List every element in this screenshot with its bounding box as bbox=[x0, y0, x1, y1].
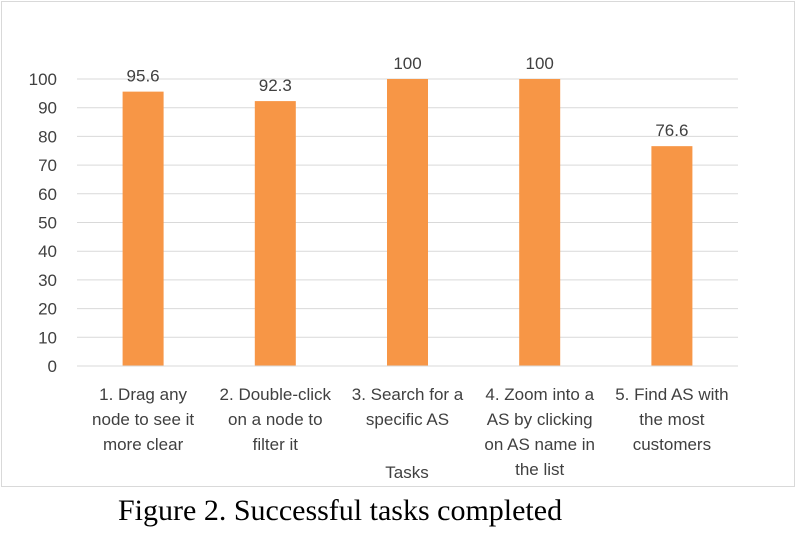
figure-caption: Figure 2. Successful tasks completed bbox=[118, 494, 563, 527]
x-tick-label: 1. Drag any node to see it more clear bbox=[92, 385, 194, 454]
y-tick-label: 0 bbox=[48, 357, 57, 376]
bar bbox=[651, 146, 693, 366]
x-tick-label: 3. Search for a specific AS bbox=[352, 385, 464, 429]
bar-chart: 0 10 20 30 40 50 60 70 80 90 100 95.6 1. Drag any nod… bbox=[29, 54, 738, 482]
y-tick-label: 30 bbox=[38, 271, 57, 290]
data-label: 76.6 bbox=[655, 121, 688, 140]
y-tick-label: 70 bbox=[38, 156, 57, 175]
y-tick-label: 60 bbox=[38, 185, 57, 204]
data-label: 92.3 bbox=[259, 76, 292, 95]
y-tick-label: 80 bbox=[38, 127, 57, 146]
x-tick-label: 5. Find AS with the most customers bbox=[615, 385, 728, 454]
y-tick-label: 90 bbox=[38, 99, 57, 118]
bar bbox=[254, 101, 296, 366]
data-label: 100 bbox=[526, 54, 554, 73]
data-label: 95.6 bbox=[127, 67, 160, 86]
data-label: 100 bbox=[393, 54, 421, 73]
x-axis-title: Tasks bbox=[385, 463, 428, 482]
x-tick-label: 2. Double-click on a node to filter it bbox=[220, 385, 332, 454]
y-tick-label: 100 bbox=[29, 70, 57, 89]
x-tick-label: 4. Zoom into a AS by clicking on AS name i… bbox=[484, 385, 595, 479]
y-tick-label: 10 bbox=[38, 328, 57, 347]
bar bbox=[122, 91, 164, 367]
y-tick-label: 40 bbox=[38, 242, 57, 261]
y-tick-label: 20 bbox=[38, 300, 57, 319]
bar bbox=[387, 79, 428, 366]
y-tick-label: 50 bbox=[38, 214, 57, 233]
bar bbox=[519, 79, 561, 366]
